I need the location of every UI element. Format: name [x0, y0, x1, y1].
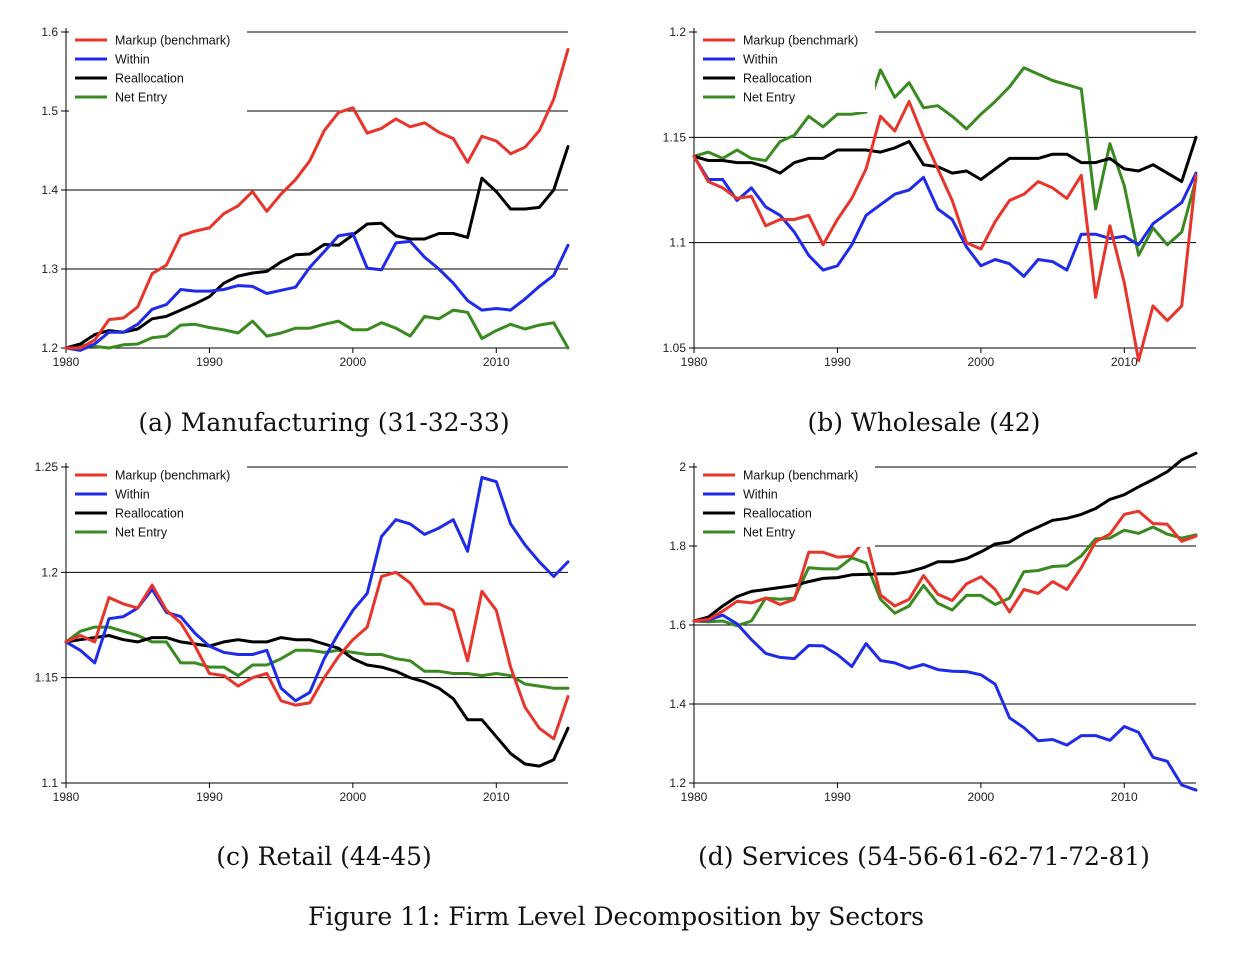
y-tick-label: 1.25 — [35, 460, 59, 474]
x-tick-label: 1980 — [681, 355, 708, 369]
x-tick-label: 1990 — [196, 355, 223, 369]
legend-label-markup: Markup (benchmark) — [743, 469, 858, 483]
y-tick-label: 1.3 — [41, 262, 58, 276]
legend-label-reallocation: Reallocation — [743, 72, 812, 86]
series-line-within — [692, 613, 1198, 792]
x-tick-label: 2010 — [483, 790, 510, 804]
x-tick-label: 2000 — [968, 790, 995, 804]
legend-label-within: Within — [743, 53, 778, 67]
series-line-net-entry — [692, 66, 1198, 257]
y-tick-label: 1.15 — [663, 130, 687, 144]
series-line-markup — [692, 509, 1198, 623]
y-tick-label: 1.1 — [41, 776, 58, 790]
panel-manufacturing: 1.2 1.3 1.4 1.5 1.6 1980 1990 2000 2010 Markup (b… — [41, 25, 570, 369]
series-line-markup — [64, 570, 570, 741]
legend-label-reallocation: Reallocation — [743, 507, 812, 521]
x-tick-label: 1990 — [824, 790, 851, 804]
y-tick-label: 1.2 — [41, 341, 58, 355]
x-tick-label: 1990 — [196, 790, 223, 804]
legend-label-markup: Markup (benchmark) — [115, 34, 230, 48]
legend-label-markup: Markup (benchmark) — [743, 34, 858, 48]
y-tick-label: 1.2 — [669, 25, 686, 39]
y-tick-label: 1.5 — [41, 104, 58, 118]
series-line-markup — [692, 100, 1198, 363]
y-tick-label: 1.2 — [669, 776, 686, 790]
legend-label-net-entry: Net Entry — [743, 526, 796, 540]
caption-retail: (c) Retail (44-45) — [216, 842, 432, 871]
x-tick-label: 2000 — [968, 355, 995, 369]
legend-label-net-entry: Net Entry — [115, 91, 168, 105]
legend-label-within: Within — [115, 488, 150, 502]
series-line-net-entry — [64, 308, 570, 350]
x-tick-label: 2010 — [483, 355, 510, 369]
legend-label-reallocation: Reallocation — [115, 72, 184, 86]
y-tick-label: 1.15 — [35, 671, 59, 685]
panel-services: 1.2 1.4 1.6 1.8 2 1980 1990 2000 2010 Markup (ben… — [669, 451, 1198, 804]
legend-label-net-entry: Net Entry — [743, 91, 796, 105]
caption-wholesale: (b) Wholesale (42) — [807, 408, 1041, 437]
x-tick-label: 1990 — [824, 355, 851, 369]
panel-wholesale: 1.05 1.1 1.15 1.2 1980 1990 2000 2010 Markup (be… — [663, 25, 1198, 369]
series-line-within — [64, 476, 570, 703]
series-line-reallocation — [692, 451, 1198, 623]
panel-retail: 1.1 1.15 1.2 1.25 1980 1990 2000 2010 Markup (be… — [35, 460, 570, 804]
y-tick-label: 1.6 — [669, 618, 686, 632]
caption-manufacturing: (a) Manufacturing (31-32-33) — [138, 408, 510, 437]
series-line-markup — [64, 47, 570, 350]
x-tick-label: 2010 — [1111, 790, 1138, 804]
y-tick-label: 1.05 — [663, 341, 687, 355]
y-tick-label: 1.6 — [41, 25, 58, 39]
series-line-net-entry — [64, 625, 570, 690]
x-tick-label: 2000 — [340, 790, 367, 804]
series-line-reallocation — [64, 145, 570, 350]
y-tick-label: 1.8 — [669, 539, 686, 553]
legend-label-net-entry: Net Entry — [115, 526, 168, 540]
figure-title: Figure 11: Firm Level Decomposition by S… — [307, 902, 924, 931]
series-line-reallocation — [692, 135, 1198, 184]
series-line-within — [64, 232, 570, 352]
series-line-reallocation — [64, 634, 570, 768]
legend-label-within: Within — [115, 53, 150, 67]
legend-label-markup: Markup (benchmark) — [115, 469, 230, 483]
x-tick-label: 1980 — [53, 790, 80, 804]
x-tick-label: 1980 — [681, 790, 708, 804]
x-tick-label: 2010 — [1111, 355, 1138, 369]
y-tick-label: 1.4 — [41, 183, 58, 197]
x-tick-label: 2000 — [340, 355, 367, 369]
y-tick-label: 1.2 — [41, 565, 58, 579]
y-tick-label: 2 — [679, 460, 686, 474]
y-tick-label: 1.4 — [669, 697, 686, 711]
y-tick-label: 1.1 — [669, 236, 686, 250]
x-tick-label: 1980 — [53, 355, 80, 369]
caption-services: (d) Services (54-56-61-62-71-72-81) — [698, 842, 1150, 871]
legend-label-reallocation: Reallocation — [115, 507, 184, 521]
legend-label-within: Within — [743, 488, 778, 502]
series-line-net-entry — [692, 525, 1198, 628]
